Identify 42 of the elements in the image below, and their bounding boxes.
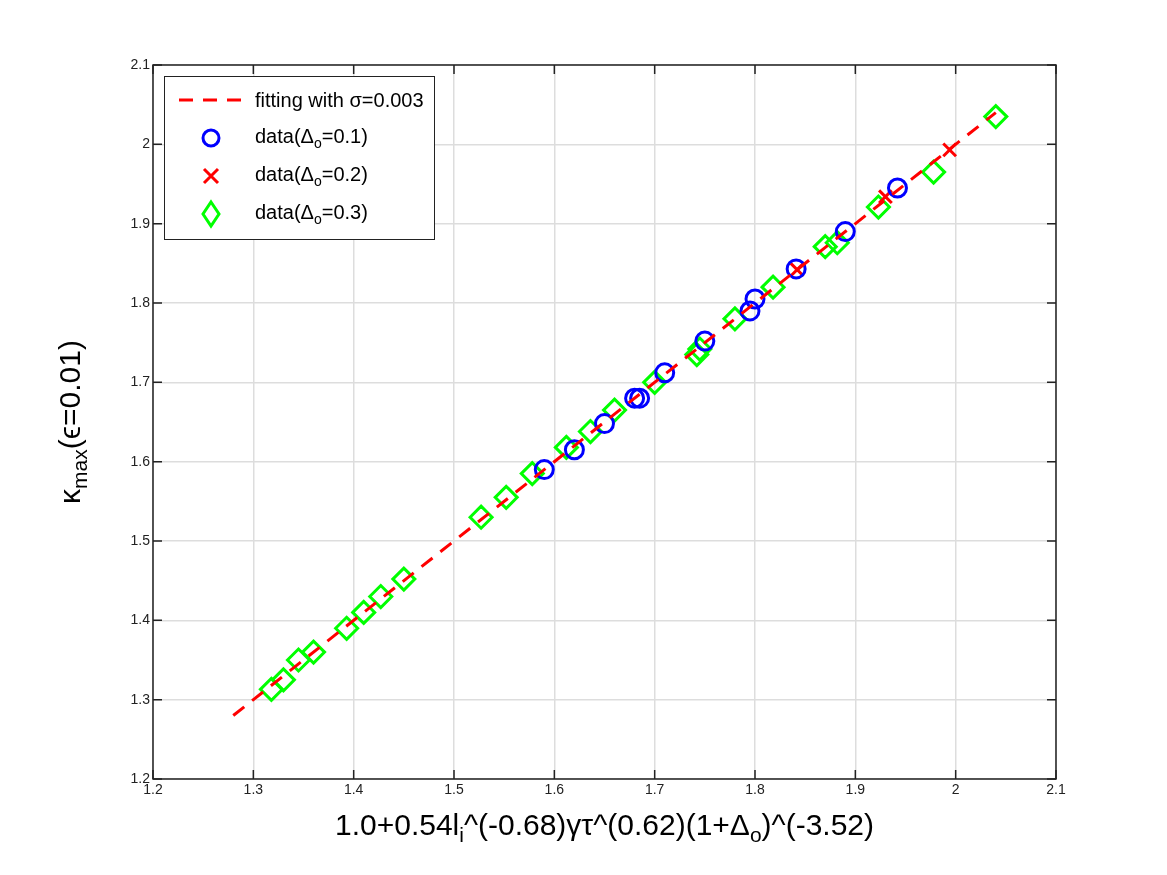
- x-tick-label: 1.5: [444, 781, 464, 798]
- legend-label: data(Δ$_{o}$=0.3): [255, 201, 368, 227]
- point: [886, 177, 908, 199]
- legend-label: fitting with σ=0.003: [255, 88, 424, 112]
- point: [351, 599, 377, 625]
- y-tick-label: 1.8: [130, 293, 151, 310]
- point: [270, 667, 296, 693]
- y-tick-label: 1.9: [130, 214, 151, 231]
- x-tick-label: 2.1: [1046, 781, 1066, 798]
- x-tick-label: 2: [951, 781, 960, 798]
- point: [301, 639, 327, 665]
- y-tick-label: 1.7: [130, 373, 151, 390]
- point: [624, 387, 646, 409]
- point: [285, 647, 311, 673]
- point: [334, 615, 360, 641]
- y-tick-label: 1.4: [130, 611, 151, 628]
- x-tick-label: 1.3: [243, 781, 264, 798]
- point: [865, 194, 891, 220]
- point: [391, 566, 417, 592]
- point: [468, 504, 494, 530]
- y-tick-label: 2.1: [130, 55, 151, 72]
- y-tick-label: 1.5: [130, 531, 151, 548]
- point: [739, 300, 761, 322]
- point: [983, 104, 1009, 130]
- legend-label: data(Δ$_{o}$=0.1): [255, 125, 368, 151]
- x-tick-label: 1.9: [845, 781, 866, 798]
- point: [760, 274, 786, 300]
- x-tick-label: 1.8: [745, 781, 765, 798]
- point: [629, 387, 651, 409]
- point: [812, 234, 838, 260]
- x-tick-label: 1.6: [544, 781, 565, 798]
- x-tick-label: 1.7: [644, 781, 665, 798]
- x-tick-label: 1.4: [343, 781, 364, 798]
- point: [533, 459, 555, 481]
- point: [493, 484, 519, 510]
- legend-label: data(Δ$_{o}$=0.2): [255, 163, 368, 189]
- point: [941, 142, 958, 158]
- x-axis-title: 1.0+0.54l$_{i}$^(-0.68)γτ^(0.62)(1+Δ$_{o}$)^(-3.52): [333, 808, 875, 847]
- point: [258, 676, 284, 702]
- y-tick-label: 2: [142, 135, 151, 152]
- y-tick-label: 1.6: [130, 452, 151, 469]
- y-tick-label: 1.3: [130, 690, 151, 707]
